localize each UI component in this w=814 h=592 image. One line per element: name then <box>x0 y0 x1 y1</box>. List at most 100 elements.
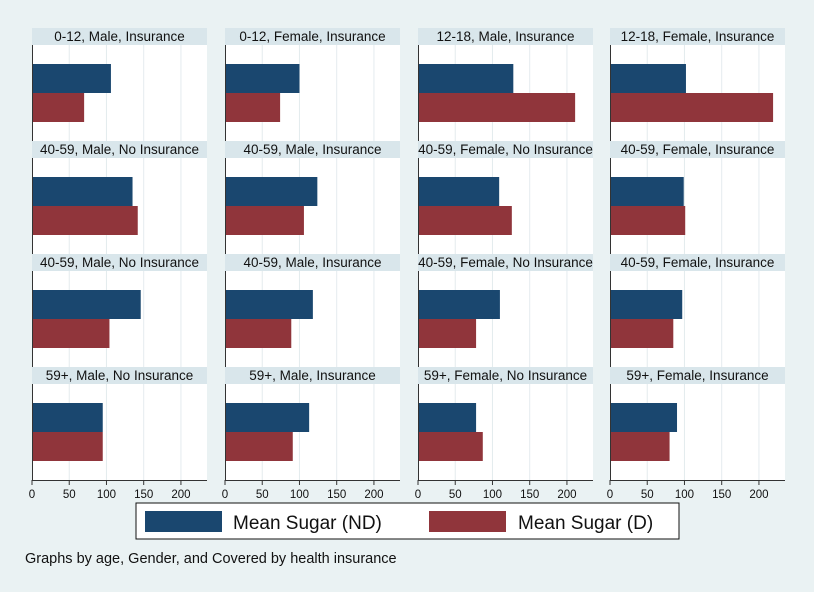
panel-title: 40-59, Female, Insurance <box>621 255 775 270</box>
panel-title-strip <box>32 141 207 158</box>
panel-title-strip <box>418 141 593 158</box>
bar-nd <box>610 403 678 432</box>
panel-title-strip <box>32 254 207 271</box>
panel-title: 40-59, Male, No Insurance <box>40 142 199 157</box>
panel-title-strip <box>418 367 593 384</box>
x-tick-label: 200 <box>557 489 576 501</box>
bar-d <box>610 319 674 348</box>
panel-6: 40-59, Male, Insurance <box>225 141 400 254</box>
legend-swatch-nd <box>145 511 222 532</box>
bar-d <box>225 206 304 235</box>
panel-10: 40-59, Male, Insurance <box>225 254 400 367</box>
panels-grid: 0-12, Male, Insurance 0-12, Female, Insur… <box>32 28 785 480</box>
x-axis-4: 0 50 100 150 200 <box>607 480 785 501</box>
panel-15: 59+, Female, No Insurance <box>418 367 593 480</box>
panel-2: 0-12, Female, Insurance <box>225 28 400 141</box>
x-tick-label: 100 <box>97 489 116 501</box>
x-tick-label: 200 <box>171 489 190 501</box>
x-axis-2: 0 50 100 150 200 <box>222 480 400 501</box>
bar-nd <box>418 64 514 93</box>
x-tick-label: 0 <box>29 489 35 501</box>
panel-title-strip <box>418 254 593 271</box>
panel-title: 0-12, Female, Insurance <box>239 29 385 44</box>
bar-d <box>610 93 774 122</box>
bar-nd <box>225 403 310 432</box>
x-tick-label: 0 <box>607 489 613 501</box>
x-tick-label: 50 <box>449 489 462 501</box>
x-tick-label: 200 <box>749 489 768 501</box>
panel-title-strip <box>32 367 207 384</box>
panel-title-strip <box>610 141 785 158</box>
panel-title: 12-18, Female, Insurance <box>621 29 775 44</box>
panel-title-strip <box>610 28 785 45</box>
x-tick-label: 150 <box>327 489 346 501</box>
panel-title-strip <box>225 367 400 384</box>
panel-title: 0-12, Male, Insurance <box>54 29 185 44</box>
panel-title: 59+, Male, Insurance <box>249 368 375 383</box>
x-axes: 0 50 100 150 200 0 50 100 150 200 0 50 100 150 200 0 50 1… <box>29 480 785 501</box>
panel-16: 59+, Female, Insurance <box>610 367 785 480</box>
bar-nd <box>225 177 318 206</box>
bar-nd <box>32 64 111 93</box>
bar-d <box>32 432 103 461</box>
bar-d <box>418 319 477 348</box>
bar-d <box>610 432 670 461</box>
x-axis-1: 0 50 100 150 200 <box>29 480 207 501</box>
bar-d <box>418 206 512 235</box>
bar-nd <box>32 177 133 206</box>
legend-label-nd: Mean Sugar (ND) <box>233 513 382 534</box>
bar-nd <box>225 64 300 93</box>
bar-nd <box>610 290 683 319</box>
bar-nd <box>418 177 500 206</box>
x-axis-3: 0 50 100 150 200 <box>415 480 593 501</box>
panel-13: 59+, Male, No Insurance <box>32 367 207 480</box>
panel-11: 40-59, Female, No Insurance <box>418 254 593 367</box>
bar-d <box>610 206 686 235</box>
panel-9: 40-59, Male, No Insurance <box>32 254 207 367</box>
panel-1: 0-12, Male, Insurance <box>32 28 207 141</box>
panel-title: 59+, Female, No Insurance <box>424 368 587 383</box>
bar-nd <box>418 403 477 432</box>
bar-d <box>225 432 293 461</box>
bar-d <box>32 319 110 348</box>
panel-title-strip <box>610 254 785 271</box>
panel-title: 40-59, Female, No Insurance <box>418 255 593 270</box>
panel-3: 12-18, Male, Insurance <box>418 28 593 141</box>
panel-title-strip <box>225 254 400 271</box>
bar-d <box>32 206 138 235</box>
bar-d <box>418 93 576 122</box>
panel-title: 40-59, Female, No Insurance <box>418 142 593 157</box>
legend-swatch-d <box>429 511 506 532</box>
panel-title: 59+, Male, No Insurance <box>46 368 193 383</box>
x-tick-label: 50 <box>641 489 654 501</box>
x-tick-label: 0 <box>222 489 228 501</box>
panel-12: 40-59, Female, Insurance <box>610 254 785 367</box>
panel-title-strip <box>610 367 785 384</box>
legend-box <box>135 502 680 540</box>
x-tick-label: 0 <box>415 489 421 501</box>
bar-d <box>225 319 292 348</box>
panel-title: 40-59, Male, No Insurance <box>40 255 199 270</box>
bar-nd <box>418 290 500 319</box>
panel-title-strip <box>32 28 207 45</box>
x-tick-label: 100 <box>483 489 502 501</box>
panel-14: 59+, Male, Insurance <box>225 367 400 480</box>
panel-title-strip <box>225 141 400 158</box>
bar-d <box>32 93 85 122</box>
legend-label-d: Mean Sugar (D) <box>518 513 653 534</box>
x-tick-label: 50 <box>256 489 269 501</box>
panel-7: 40-59, Female, No Insurance <box>418 141 593 254</box>
graph-note: Graphs by age, Gender, and Covered by he… <box>25 551 397 567</box>
bar-nd <box>32 403 103 432</box>
panel-title: 12-18, Male, Insurance <box>436 29 574 44</box>
x-tick-label: 200 <box>364 489 383 501</box>
panel-title-strip <box>418 28 593 45</box>
panel-4: 12-18, Female, Insurance <box>610 28 785 141</box>
bar-nd <box>32 290 141 319</box>
x-tick-label: 100 <box>290 489 309 501</box>
panel-title-strip <box>225 28 400 45</box>
panel-title: 40-59, Male, Insurance <box>243 142 381 157</box>
x-tick-label: 100 <box>675 489 694 501</box>
bar-d <box>225 93 281 122</box>
